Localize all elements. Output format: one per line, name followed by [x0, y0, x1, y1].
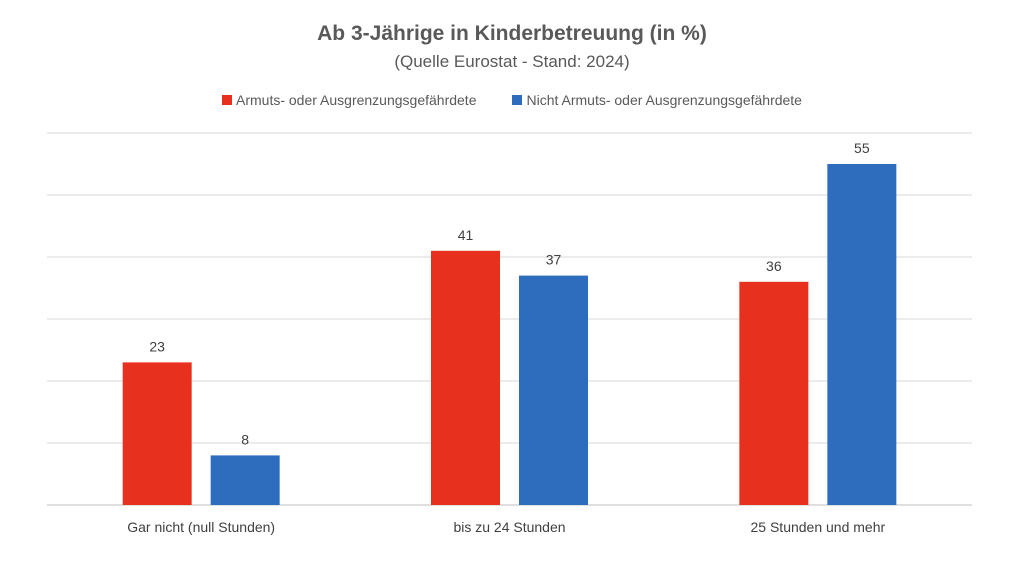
data-label: 55	[854, 140, 870, 156]
x-tick-label: bis zu 24 Stunden	[453, 519, 565, 535]
legend-label: Armuts- oder Ausgrenzungsgefährdete	[236, 92, 477, 108]
bar	[739, 281, 809, 505]
bar	[431, 250, 500, 505]
chart-title: Ab 3-Jährige in Kinderbetreuung (in %)	[317, 22, 707, 45]
chart-subtitle: (Quelle Eurostat - Stand: 2024)	[394, 52, 630, 71]
legend-swatch	[222, 95, 232, 105]
legend-item-series-1: Armuts- oder Ausgrenzungsgefährdete	[222, 92, 476, 108]
data-label: 8	[241, 431, 249, 447]
bar	[122, 362, 192, 505]
data-label: 23	[149, 338, 165, 354]
x-tick-label: 25 Stunden und mehr	[751, 519, 886, 535]
bar	[210, 455, 280, 505]
data-label: 41	[458, 227, 474, 243]
legend: Armuts- oder Ausgrenzungsgefährdete Nich…	[0, 92, 1024, 108]
data-label: 36	[766, 258, 782, 274]
legend-swatch	[512, 95, 523, 105]
legend-item-series-2: Nicht Armuts- oder Ausgrenzungsgefährdet…	[512, 92, 802, 108]
x-tick-label: Gar nicht (null Stunden)	[127, 519, 275, 535]
legend-label: Nicht Armuts- oder Ausgrenzungsgefährdet…	[526, 92, 802, 108]
bar	[827, 164, 897, 505]
data-label: 37	[546, 252, 562, 268]
bar	[519, 275, 588, 505]
